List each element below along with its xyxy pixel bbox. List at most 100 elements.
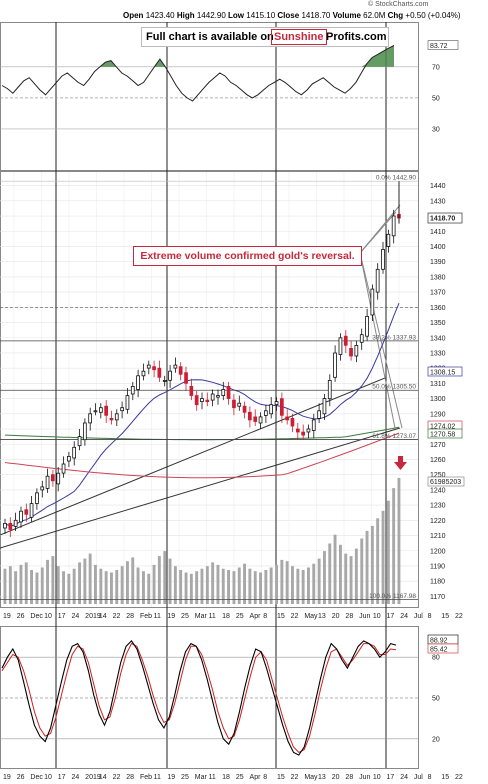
candle-body (333, 352, 337, 378)
volume-bar (205, 566, 209, 604)
candle-body (221, 389, 226, 396)
volume-bar (136, 567, 140, 604)
candle-body (338, 337, 343, 355)
candle-body (162, 379, 167, 382)
candle-body (152, 366, 156, 371)
volume-bar (35, 572, 39, 604)
price-tick-label: 1360 (430, 305, 446, 312)
volume-bar (78, 562, 81, 604)
chg-label: Chg (387, 11, 404, 20)
volume-bar (221, 568, 225, 604)
price-tick-label: 1190 (430, 563, 445, 570)
price-tick-label: 1440 (430, 183, 446, 190)
price-tick-label: 1180 (430, 579, 445, 586)
x-tick-label-lower: Dec (30, 774, 43, 781)
volume-bar (280, 559, 284, 604)
x-tick-label: 22 (455, 613, 463, 620)
stoch-current-label: 85.42 (430, 647, 448, 654)
candle-body (35, 492, 39, 504)
rsi-tick-label: 50 (432, 95, 440, 102)
candle-body (99, 407, 103, 413)
x-tick-label-lower: 10 (373, 774, 381, 781)
price-tick-label: 1200 (430, 548, 446, 555)
volume-bar (227, 570, 230, 604)
fib-label: 50.0% 1305.50 (372, 384, 416, 391)
x-tick-label: 15 (277, 613, 285, 620)
rsi-line (1, 45, 395, 102)
price-tick-label: 1340 (430, 335, 446, 342)
ma-value-label: 1270.58 (430, 432, 455, 439)
price-tick-label: 1410 (430, 229, 446, 236)
annotation-box: Extreme volume confirmed gold's reversal… (133, 246, 362, 266)
x-tick-label-lower: 10 (44, 774, 52, 781)
candle-body (178, 366, 183, 375)
volume-bar (354, 548, 358, 604)
x-tick-label-lower: 11 (154, 774, 161, 781)
candle-body (77, 436, 82, 447)
volume-bar (19, 564, 23, 604)
ma-value-label: 1274.02 (430, 424, 455, 431)
x-tick-label: 14 (99, 613, 107, 620)
x-tick-label-lower: Jun (359, 774, 370, 781)
x-tick-label-lower: 28 (126, 774, 134, 781)
volume-bar (344, 553, 348, 604)
candle-body (354, 344, 359, 357)
rsi-layer: 83.72 70 50 30 (0, 40, 459, 133)
x-tick-label: 24 (400, 613, 408, 620)
x-tick-label-lower: Mar (195, 774, 208, 781)
ma-value-box (427, 366, 463, 377)
price-tick-label: 1390 (430, 259, 446, 266)
volume-bar (142, 571, 145, 604)
ma-value-box (427, 428, 463, 439)
volume-bar (264, 570, 268, 604)
volume-bar (211, 562, 215, 604)
volume-bar (24, 562, 28, 604)
ohlc-readout: Open 1423.40 High 1442.90 Low 1415.10 Cl… (123, 11, 461, 20)
price-tick-label: 1270 (430, 442, 446, 449)
x-tick-label: Feb (140, 613, 152, 620)
price-tick-label: 1290 (430, 411, 446, 418)
price-tick-label: 1240 (430, 487, 446, 494)
price-tick-label: 1430 (430, 198, 446, 205)
candle-body (349, 347, 353, 357)
x-tick-label-lower: 2019 (85, 774, 101, 781)
x-tick-label: 8 (263, 613, 267, 620)
volume-bar (285, 561, 289, 604)
x-tick-label-lower: 15 (441, 774, 449, 781)
candle-body (317, 410, 322, 419)
x-tick-label-lower: 13 (318, 774, 326, 781)
volume-bar (157, 556, 161, 604)
candle-body (51, 474, 55, 482)
volume-bar (189, 573, 193, 604)
fib-label: 38.2% 1337.93 (372, 334, 416, 341)
chg-value: +0.50 (+0.04%) (405, 11, 461, 20)
candle-body (184, 372, 188, 384)
volume-bar (323, 551, 326, 604)
x-tick-label-lower: 24 (400, 774, 408, 781)
x-tick-label: 18 (222, 613, 230, 620)
x-tick-label: 15 (441, 613, 449, 620)
candle-body (56, 472, 61, 485)
volume-bar (365, 530, 369, 604)
rsi-panel-frame (0, 22, 419, 171)
rsi-tick-label: 70 (432, 64, 440, 71)
price-tick-label: 1220 (430, 518, 446, 525)
volume-bar (376, 518, 380, 604)
x-tick-label-lower: 22 (455, 774, 463, 781)
candle-body (370, 288, 375, 316)
rsi-current-label: 83.72 (430, 43, 448, 50)
x-tick-label-lower: 24 (71, 774, 79, 781)
stoch-layer: 80 50 20 88.92 85.42 (0, 634, 459, 756)
candle-body (375, 268, 380, 293)
price-tick-label: 1370 (430, 290, 446, 297)
x-tick-label: 24 (71, 613, 79, 620)
candle-body (194, 395, 199, 406)
volume-bar (269, 567, 273, 604)
volume-value-box (427, 476, 465, 487)
x-tick-label-lower: 8 (428, 774, 432, 781)
candle-body (19, 510, 23, 523)
candle-body (200, 398, 204, 403)
ma-value-label: 1308.15 (430, 370, 455, 377)
